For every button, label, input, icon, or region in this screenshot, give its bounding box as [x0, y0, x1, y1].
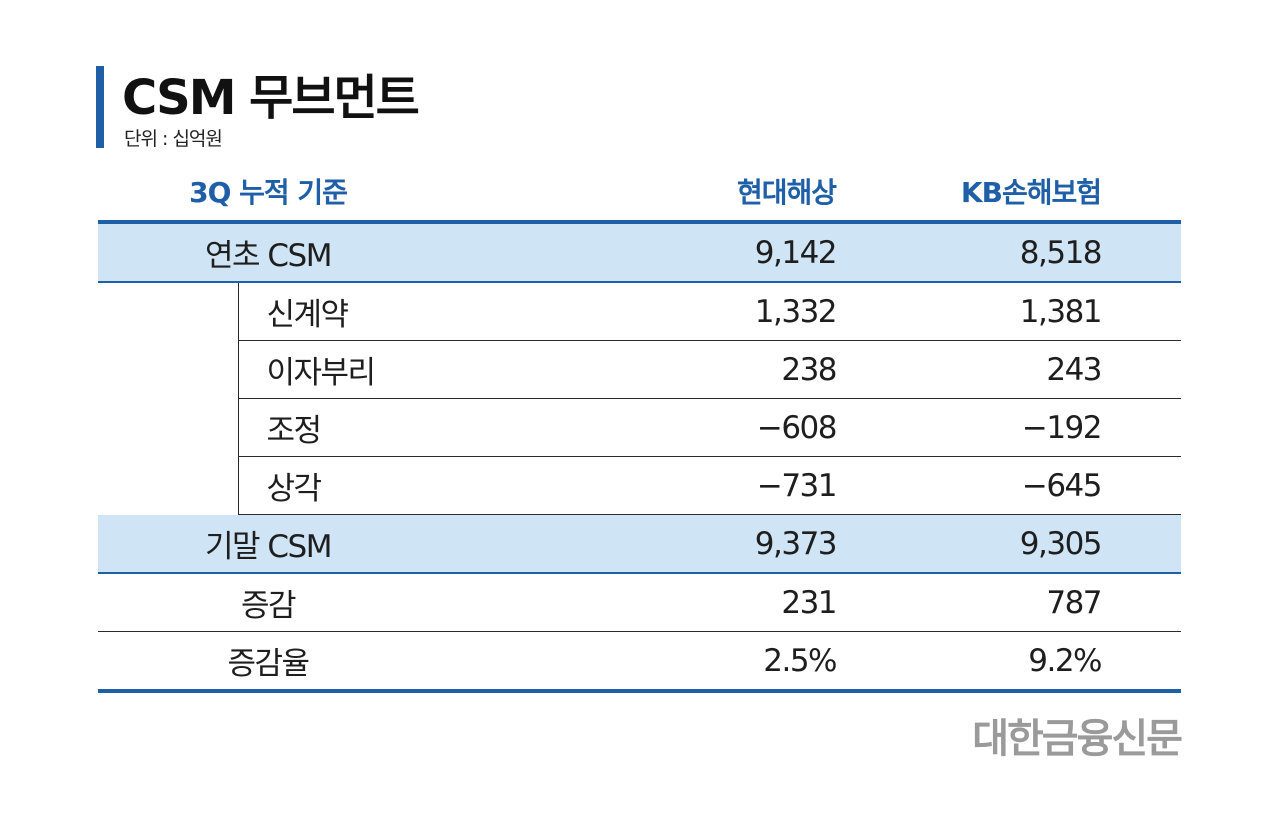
row-label: 상각	[237, 456, 439, 515]
table-row: 상각 −731 −645	[98, 456, 1182, 515]
row-label: 증감율	[98, 631, 439, 693]
value-hyundai: 9,373	[438, 514, 839, 574]
value-hyundai: 2.5%	[438, 631, 839, 693]
table-row: 조정 −608 −192	[98, 398, 1182, 457]
table-row: 이자부리 238 243	[98, 340, 1182, 399]
value-hyundai: −731	[438, 456, 839, 515]
indent-spacer	[98, 341, 238, 399]
indent-spacer	[98, 282, 238, 341]
value-kb: 9,305	[838, 514, 1182, 574]
unit-label: 단위 : 십억원	[124, 128, 223, 150]
header-basis: 3Q 누적 기준	[98, 162, 439, 224]
value-kb: 8,518	[838, 222, 1182, 283]
table-body: 연초 CSM 9,142 8,518 신계약 1,332 1,381 이자부리 238 243 조…	[98, 222, 1182, 693]
title-accent-bar	[96, 66, 104, 148]
chart-title: CSM 무브먼트	[122, 70, 420, 126]
indent-spacer	[98, 399, 238, 457]
csm-table: 3Q 누적 기준 현대해상 KB손해보험 연초 CSM 9,142 8,518 신계약…	[98, 162, 1182, 693]
table-row: 증감율 2.5% 9.2%	[98, 631, 1182, 693]
table-row: 연초 CSM 9,142 8,518	[98, 222, 1182, 283]
header-column-kb: KB손해보험	[838, 162, 1182, 224]
value-hyundai: 238	[438, 340, 839, 399]
value-kb: 1,381	[838, 282, 1182, 341]
value-hyundai: 231	[438, 573, 839, 632]
value-hyundai: 1,332	[438, 282, 839, 341]
value-kb: 9.2%	[838, 631, 1182, 693]
indent-spacer	[98, 457, 238, 515]
row-label: 신계약	[237, 282, 439, 341]
row-label: 증감	[98, 573, 439, 632]
value-hyundai: 9,142	[438, 222, 839, 283]
row-label: 이자부리	[237, 340, 439, 399]
header-row: 3Q 누적 기준 현대해상 KB손해보험	[98, 162, 1182, 224]
row-label: 기말 CSM	[98, 514, 439, 574]
row-label: 연초 CSM	[98, 222, 439, 283]
source-label: 대한금융신문	[972, 716, 1183, 762]
row-label: 조정	[237, 398, 439, 457]
value-kb: −192	[838, 398, 1182, 457]
value-kb: 243	[838, 340, 1182, 399]
value-kb: 787	[838, 573, 1182, 632]
value-hyundai: −608	[438, 398, 839, 457]
value-kb: −645	[838, 456, 1182, 515]
table-row: 증감 231 787	[98, 573, 1182, 632]
header-column-hyundai: 현대해상	[438, 162, 839, 224]
table-row: 신계약 1,332 1,381	[98, 282, 1182, 341]
table-row: 기말 CSM 9,373 9,305	[98, 514, 1182, 574]
